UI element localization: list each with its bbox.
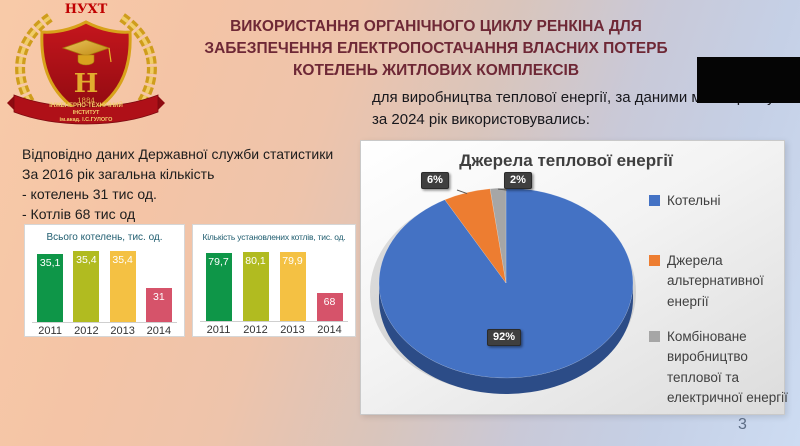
bar-value-label: 80,1 [245, 254, 266, 267]
bar-value-label: 79,9 [282, 255, 303, 268]
legend-swatch-gray [649, 331, 660, 342]
bar-chart-2-plot-area: 79,7 80,1 79,9 68 [200, 245, 348, 322]
bar-chart-installed-boilers: Кількість установлених котлів, тис. од. … [192, 224, 356, 337]
legend-swatch-blue [649, 195, 660, 206]
bar: 68 [311, 245, 348, 321]
bar: 35,1 [32, 246, 68, 322]
logo-ribbon: ІНЖЕНЕРНО-ТЕХНІЧНИЙ ІНСТИТУТ ім.акад. І.… [7, 94, 165, 125]
x-axis-tick: 2011 [38, 325, 62, 337]
bar: 79,9 [274, 245, 311, 321]
university-logo: НУХТ Н 1884 ІНЖЕНЕРНО-ТЕХНІЧНИЙ ІНСТИТУТ… [7, 2, 165, 125]
x-axis-tick: 2014 [146, 325, 172, 337]
bar: 31 [141, 246, 177, 322]
bar: 79,7 [200, 245, 237, 321]
statistics-text: Відповідно даних Державної служби статис… [22, 144, 362, 224]
legend-swatch-orange [649, 255, 660, 266]
legend-item-combined: Комбіноване виробництво теплової та елек… [649, 327, 799, 408]
bar: 35,4 [105, 246, 141, 322]
legend-item-alternative: Джерела альтернативної енергії [649, 251, 799, 312]
bar-chart-2-x-axis: 2011 2012 2013 2014 [200, 324, 348, 336]
bar-value-label: 35,1 [39, 256, 61, 269]
logo-ribbon-line-2: ІНСТИТУТ [73, 110, 100, 116]
pie-chart-title: Джерела теплової енергії [459, 151, 673, 170]
stats-line-2: За 2016 рік загальна кількість [22, 166, 215, 183]
bar-value-label: 31 [153, 291, 165, 304]
bar-chart-boiler-houses: Всього котелень, тис. од. 35,1 35,4 35,4 31… [24, 224, 185, 337]
bar-chart-1-x-axis: 2011 2012 2013 2014 [32, 325, 177, 337]
pie-label-alternative: 6% [421, 172, 449, 189]
laurel-wreath [15, 11, 157, 105]
pie-chart-svg [370, 187, 636, 394]
logo-acronym: НУХТ [65, 2, 108, 17]
pie-label-combined: 2% [504, 172, 532, 189]
stats-line-3: - котелень 31 тис од. [22, 186, 157, 203]
legend-label: Котельні [667, 193, 721, 208]
bar-value-label: 35,4 [112, 254, 133, 267]
stats-line-1: Відповідно даних Державної служби статис… [22, 146, 334, 162]
stats-line-4: - Котлів 68 тис од [22, 206, 136, 223]
x-axis-tick: 2012 [243, 324, 268, 336]
x-axis-tick: 2014 [317, 324, 342, 336]
bar: 80,1 [237, 245, 274, 321]
legend-item-boilers: Котельні [649, 191, 799, 211]
logo-monogram: Н [74, 69, 99, 99]
intro-line-2: за 2024 рік використовувались: [372, 110, 590, 128]
bar-chart-1-title: Всього котелень, тис. од. [46, 232, 163, 243]
redaction-box [697, 57, 800, 103]
bar-value-label: 79,7 [208, 255, 229, 268]
bar-chart-1-plot-area: 35,1 35,4 35,4 31 [32, 246, 177, 323]
intro-line-1: для виробництва теплової енергії, за дан… [372, 89, 775, 106]
bar: 35,4 [68, 246, 104, 322]
pie-label-boilers: 92% [487, 329, 522, 346]
bar-value-label: 68 [323, 296, 336, 309]
legend-label: Джерела альтернативної енергії [667, 253, 764, 309]
graduation-cap-icon [61, 39, 112, 66]
slide-title: ВИКОРИСТАННЯ ОРГАНІЧНОГО ЦИКЛУ РЕНКІНА Д… [204, 18, 668, 79]
logo-ribbon-line-3: ім.акад. І.С.ГУЛОГО [60, 117, 114, 123]
pie-chart-panel: Джерела теплової енергії 6% 2% 92% Котел… [360, 140, 788, 415]
bar-value-label: 35,4 [76, 254, 97, 267]
intro-paragraph: для виробництва теплової енергії, за дан… [372, 87, 800, 131]
x-axis-tick: 2012 [74, 325, 99, 337]
x-axis-tick: 2013 [110, 325, 135, 337]
legend-label: Комбіноване виробництво теплової та елек… [667, 329, 788, 405]
logo-year: 1884 [77, 97, 95, 105]
x-axis-tick: 2011 [206, 324, 231, 336]
logo-ribbon-line-1: ІНЖЕНЕРНО-ТЕХНІЧНИЙ [49, 101, 123, 109]
page-number: 3 [738, 416, 747, 433]
x-axis-tick: 2013 [280, 324, 305, 336]
bar-chart-2-title: Кількість установлених котлів, тис. од. [202, 232, 346, 242]
